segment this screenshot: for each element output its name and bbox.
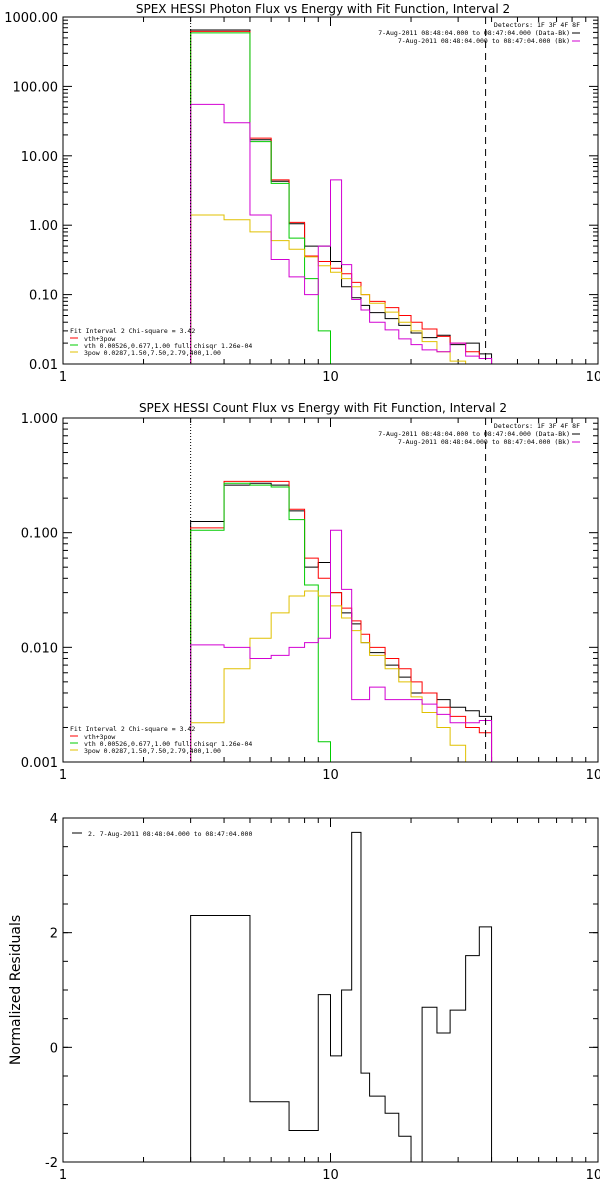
panel-count: SPEX HESSI Count Flux vs Energy with Fit… [21, 401, 600, 783]
x-tick-label: 1 [59, 768, 67, 783]
y-tick-label: 0 [50, 1041, 58, 1056]
x-tick-label: 1 [59, 370, 67, 385]
x-tick-label: 100 [586, 1168, 600, 1183]
x-tick-label: 1 [59, 1168, 67, 1183]
count-fit-header: Fit Interval 2 Chi-square = 3.42 [70, 725, 195, 733]
series-line-4 [190, 529, 493, 762]
y-tick-label: 4 [50, 812, 58, 827]
photon-fit-line-1: vth 0.00526,0.677,1.00 full chisqr 1.26e… [84, 342, 252, 350]
photon-fit-legend: Fit Interval 2 Chi-square = 3.42 vth+3po… [70, 327, 252, 357]
y-tick-label: 10.00 [21, 150, 58, 165]
photon-legend-line-1: 7-Aug-2011 08:48:04.000 to 08:47:04.000 … [378, 29, 570, 37]
photon-legend-line-0: Detectors: 1F 3F 4F 8F [494, 21, 580, 29]
x-tick-label: 100 [586, 370, 600, 385]
photon-axis-ticks: 1 10 100 1000.00 100.00 10.00 1.00 0.10 0.01 [4, 11, 600, 385]
photon-legend: Detectors: 1F 3F 4F 8F 7-Aug-2011 08:48:… [378, 21, 580, 45]
y-tick-label: 0.10 [29, 289, 58, 304]
y-tick-label: 0.100 [21, 527, 58, 542]
y-tick-label: 1.000 [21, 412, 58, 427]
residuals-ylabel: Normalized Residuals [8, 915, 24, 1065]
y-tick-label: 2 [50, 927, 58, 942]
photon-series [190, 29, 493, 365]
count-fit-line-2: 3pow 0.0287,1.50,7.50,2.79,400,1.00 [84, 747, 221, 755]
x-tick-label: 100 [586, 768, 600, 783]
y-tick-label: 0.010 [21, 641, 58, 656]
y-tick-label: 100.00 [13, 80, 59, 95]
series-line-2 [190, 482, 492, 763]
count-series [190, 480, 493, 763]
plot-frame [62, 817, 599, 1163]
photon-title: SPEX HESSI Photon Flux vs Energy with Fi… [136, 2, 510, 16]
plot-frame [62, 16, 599, 365]
photon-fit-header: Fit Interval 2 Chi-square = 3.42 [70, 327, 195, 335]
count-fit-line-0: vth+3pow [84, 733, 115, 741]
y-tick-label: 1.00 [29, 219, 58, 234]
plot-frame [62, 417, 599, 763]
series-line-1 [190, 480, 493, 762]
series-line-4 [190, 103, 493, 364]
y-tick-label: 1000.00 [4, 11, 58, 26]
photon-fit-line-0: vth+3pow [84, 335, 115, 343]
photon-fit-line-2: 3pow 0.0287,1.50,7.50,2.79,400,1.00 [84, 349, 221, 357]
photon-vlines [190, 17, 487, 364]
count-fit-line-1: vth 0.00526,0.677,1.00 full chisqr 1.26e… [84, 740, 252, 748]
x-tick-label: 10 [322, 1168, 339, 1183]
residuals-legend-line-0: 2. 7-Aug-2011 08:48:04.000 to 08:47:04.0… [88, 830, 252, 838]
y-tick-label: -2 [45, 1156, 58, 1171]
count-vlines [190, 418, 487, 762]
panel-residuals: Normalized Residuals 1 10 100 4 2 0 -2 2. 7-Au… [8, 812, 600, 1183]
count-title: SPEX HESSI Count Flux vs Energy with Fit… [139, 401, 507, 415]
count-legend: Detectors: 1F 3F 4F 8F 7-Aug-2011 08:48:… [378, 422, 580, 446]
count-legend-line-2: 7-Aug-2011 08:48:04.000 to 08:47:04.000 … [398, 438, 570, 446]
series-line-0 [190, 831, 493, 1163]
x-tick-label: 10 [322, 370, 339, 385]
residuals-axis-ticks: 1 10 100 4 2 0 -2 [45, 812, 600, 1183]
y-tick-label: 0.01 [29, 358, 58, 373]
panel-photon: SPEX HESSI Photon Flux vs Energy with Fi… [4, 2, 600, 385]
x-tick-label: 10 [322, 768, 339, 783]
y-tick-label: 0.001 [21, 756, 58, 771]
count-fit-legend: Fit Interval 2 Chi-square = 3.42 vth+3po… [70, 725, 252, 755]
count-legend-line-1: 7-Aug-2011 08:48:04.000 to 08:47:04.000 … [378, 430, 570, 438]
photon-legend-line-2: 7-Aug-2011 08:48:04.000 to 08:47:04.000 … [398, 37, 570, 45]
series-line-0 [190, 482, 493, 762]
count-legend-line-0: Detectors: 1F 3F 4F 8F [494, 422, 580, 430]
residuals-legend: 2. 7-Aug-2011 08:48:04.000 to 08:47:04.0… [72, 830, 252, 838]
series-line-3 [190, 590, 492, 763]
residuals-series [190, 831, 493, 1163]
